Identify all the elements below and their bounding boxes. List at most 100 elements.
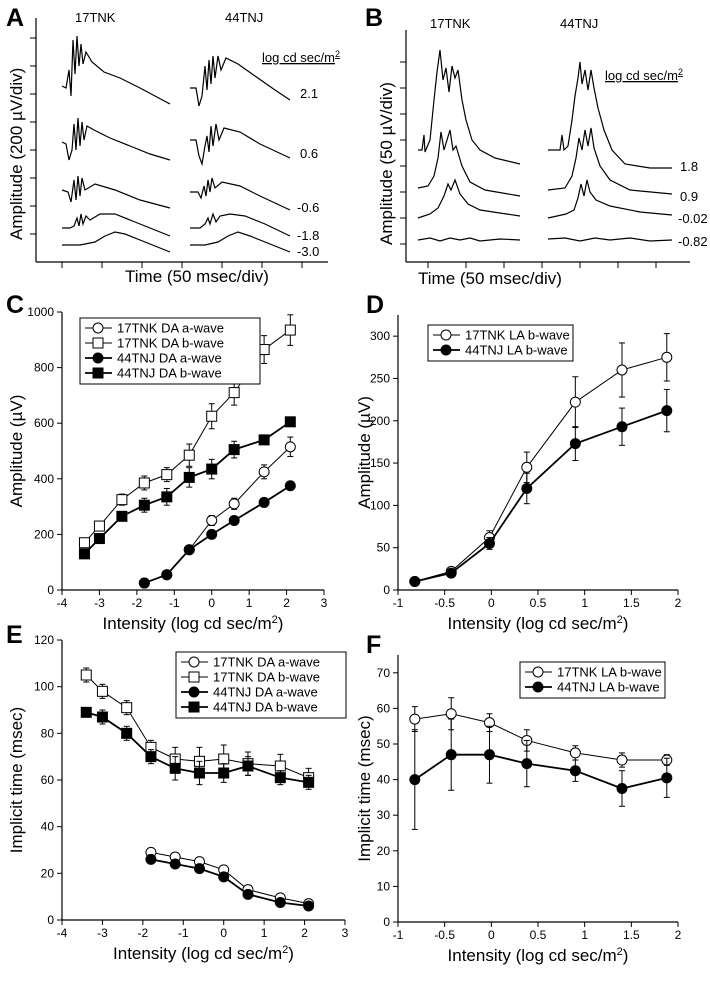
chart-e-x-tick-label: 3 <box>342 926 349 940</box>
chart-e-y-tick-label: 0 <box>47 913 54 927</box>
chart-c-legend-marker <box>92 352 104 364</box>
chart-f-y-tick-label: 0 <box>383 915 390 929</box>
chart-c: -4 -3 -2 -1 0 1 2 3 0 200 400 600 800 1000 Intensity (… <box>7 305 328 633</box>
chart-d-point <box>445 567 457 579</box>
chart-d-xlabel: Intensity (log cd sec/m2) <box>448 614 629 633</box>
chart-f-legend-marker <box>532 666 544 678</box>
chart-c-series-0 <box>138 436 296 589</box>
panel-a-xlabel: Time (50 msec/div) <box>125 267 269 286</box>
chart-e-point <box>218 871 230 883</box>
chart-c-point <box>284 416 296 428</box>
chart-d-series-1 <box>409 388 673 588</box>
chart-f-point <box>616 754 628 766</box>
chart-e-point <box>274 772 286 784</box>
panel-a: A 17TNK 44TNJ log cd sec/m2 Amplitude (2… <box>6 4 340 286</box>
chart-d-ylabel: Amplitude (µV) <box>355 396 374 509</box>
chart-e-point <box>218 767 230 779</box>
chart-e-point <box>242 888 254 900</box>
chart-f-x-tick-label: -0.5 <box>434 928 455 942</box>
chart-f-y-tick-label: 60 <box>377 701 391 715</box>
chart-c-point <box>258 344 270 356</box>
chart-c-legend-marker <box>92 337 104 349</box>
panel-c-label: C <box>6 291 24 319</box>
chart-e-point <box>274 760 286 772</box>
chart-c-point <box>93 533 105 545</box>
chart-c-y-tick-label: 400 <box>34 472 54 486</box>
trace-b-17tnk-0.9 <box>417 129 521 197</box>
panel-a-label: A <box>6 4 24 32</box>
trace-b-17tnk--0.82 <box>417 237 521 242</box>
trace-a-44tnj--0.6 <box>190 177 291 211</box>
chart-e-x-tick-label: 0 <box>220 926 227 940</box>
chart-e-point <box>80 669 92 681</box>
chart-f-point <box>569 765 581 777</box>
chart-d-x-tick-label: 0 <box>488 596 495 610</box>
chart-c-point <box>228 498 240 510</box>
panel-a-strain-17tnk: 17TNK <box>75 10 116 25</box>
chart-c-x-tick-label: 0 <box>208 596 215 610</box>
chart-e-ylabel: Implicit time (msec) <box>7 707 26 853</box>
chart-d-legend-box <box>427 324 574 362</box>
chart-e-point <box>274 897 286 908</box>
chart-e-point <box>193 767 205 779</box>
chart-c-series-line <box>83 421 291 555</box>
chart-f-y-tick-label: 30 <box>377 808 391 822</box>
chart-c-point <box>228 387 240 399</box>
trace-a-44tnj-0.6 <box>190 123 291 167</box>
chart-f-point <box>483 749 495 761</box>
chart-c-point <box>206 528 218 540</box>
chart-c-point <box>138 477 150 489</box>
chart-e-point <box>121 727 133 739</box>
chart-c-point <box>138 499 150 511</box>
panel-b-frame <box>400 30 690 268</box>
trace-a-44tnj--1.8 <box>190 212 291 237</box>
chart-c-x-tick-label: -3 <box>94 596 105 610</box>
chart-c-point <box>116 510 128 522</box>
trace-a-17tnk--3.0 <box>62 231 171 253</box>
chart-e-legend-label: 17TNK DA a-wave <box>213 655 320 670</box>
chart-d-x-tick-label: 0.5 <box>530 596 547 610</box>
chart-f-point <box>569 747 581 759</box>
panel-b-intensity-2: 0.9 <box>680 189 698 204</box>
chart-c-point <box>206 410 218 422</box>
chart-c-x-tick-label: -4 <box>57 596 68 610</box>
chart-c-point <box>93 520 105 532</box>
chart-d-point <box>569 396 581 408</box>
chart-e-legend-marker <box>188 701 200 713</box>
panel-b-strain-17tnk: 17TNK <box>430 16 471 31</box>
chart-c-point <box>206 515 218 526</box>
chart-f-legend-box <box>519 661 666 699</box>
chart-f-x-tick-label: 1.5 <box>623 928 640 942</box>
chart-c-series-3 <box>78 416 296 560</box>
chart-f-point <box>445 749 457 761</box>
chart-e-point <box>145 751 157 763</box>
panel-d-label: D <box>366 291 384 319</box>
chart-f-y-tick-label: 50 <box>377 737 391 751</box>
panel-a-ylabel: Amplitude (200 µV/div) <box>7 68 26 240</box>
chart-f-point <box>616 783 628 794</box>
chart-e-point <box>218 753 230 765</box>
chart-f-y-tick-label: 10 <box>377 879 391 893</box>
chart-e-point <box>303 776 315 788</box>
chart-e-x-tick-label: -1 <box>178 926 189 940</box>
chart-c-legend-label: 44TNJ DA b-wave <box>117 366 222 381</box>
trace-b-17tnk-1.8 <box>418 49 521 165</box>
chart-f-x-tick-label: 0.5 <box>530 928 547 942</box>
trace-a-17tnk-0.6 <box>61 117 171 161</box>
chart-e-series-line <box>86 711 309 784</box>
chart-c-point <box>258 434 270 446</box>
chart-d-point <box>569 438 581 450</box>
chart-d-y-tick-label: 200 <box>370 414 390 428</box>
panel-a-intensity-2: 0.6 <box>300 146 318 161</box>
chart-f: -1 -0.5 0 0.5 1 1.5 2010203040506070Intensity … <box>355 655 682 965</box>
chart-f-ylabel: Implicit time (msec) <box>355 715 374 861</box>
chart-c-point <box>206 463 218 475</box>
chart-e-point <box>303 900 315 912</box>
chart-f-point <box>445 708 457 720</box>
panel-b-label: B <box>365 4 383 32</box>
chart-c-ylabel: Amplitude (µV) <box>7 395 26 508</box>
chart-d-series-0 <box>409 333 673 588</box>
chart-e-x-tick-label: -2 <box>138 926 149 940</box>
chart-c-legend-label: 44TNJ DA a-wave <box>117 351 222 366</box>
